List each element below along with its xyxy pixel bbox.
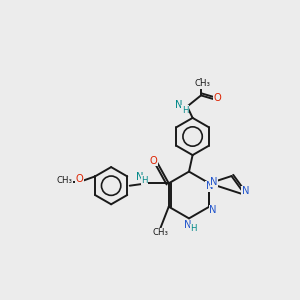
Text: CH₃: CH₃ xyxy=(152,228,168,237)
Text: O: O xyxy=(149,155,157,166)
Text: O: O xyxy=(76,173,83,184)
Text: H: H xyxy=(142,176,148,185)
Text: N: N xyxy=(209,205,217,215)
Text: CH₃: CH₃ xyxy=(194,79,211,88)
Text: CH₃: CH₃ xyxy=(56,176,72,185)
Text: N: N xyxy=(184,220,191,230)
Text: O: O xyxy=(214,93,222,103)
Text: N: N xyxy=(175,100,182,110)
Text: N: N xyxy=(242,186,249,197)
Text: N: N xyxy=(136,172,143,182)
Text: H: H xyxy=(190,224,197,233)
Text: N: N xyxy=(206,181,213,191)
Text: N: N xyxy=(210,177,218,187)
Text: H: H xyxy=(182,106,188,115)
